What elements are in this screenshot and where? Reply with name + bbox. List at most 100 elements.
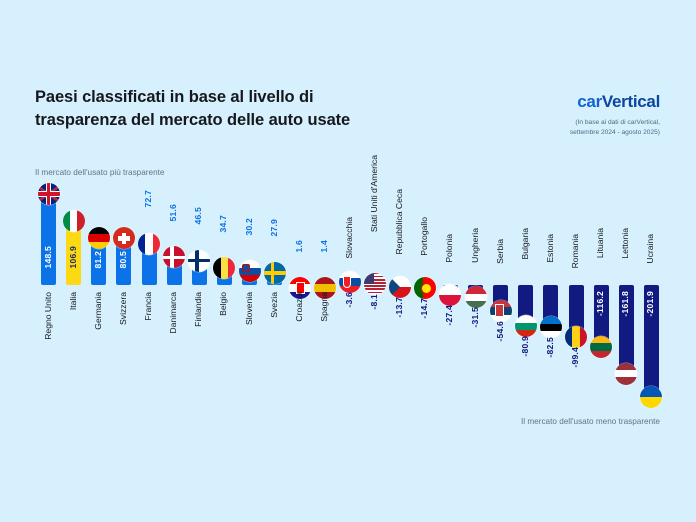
bar-column[interactable]: -80.9 Bulgaria [514, 182, 537, 404]
bar-column[interactable]: 1.6 Croazia [288, 182, 311, 404]
country-label: Svezia [268, 292, 279, 318]
flag-icon-estonia [539, 316, 562, 339]
flag-icon-svezia [263, 261, 286, 284]
logo-text-car: car [577, 92, 602, 111]
bar-column[interactable]: 51.6 Danimarca [163, 182, 186, 404]
country-label: Stati Uniti d'America [369, 155, 380, 233]
bar-column[interactable]: 34.7 Belgio [213, 182, 236, 404]
bar-column[interactable]: -13.7 Repubblica Ceca [389, 182, 412, 404]
bar-value-label: -13.7 [394, 297, 405, 318]
flag-icon-finlandia [188, 249, 211, 272]
bar-value-label: 34.7 [218, 214, 229, 233]
bar-value-label: 1.4 [318, 239, 329, 253]
bar[interactable] [618, 285, 634, 380]
country-label: Danimarca [168, 292, 179, 334]
country-label: Belgio [218, 292, 229, 316]
bar-value-label: 27.9 [268, 219, 279, 237]
bar[interactable] [41, 188, 57, 285]
bar-value-label: -14.7 [419, 297, 430, 319]
bar-value-label: 148.5 [42, 246, 53, 269]
bar-column[interactable]: 148.5 Regno Unito [37, 182, 60, 404]
bar-column[interactable]: 27.9 Svezia [263, 182, 286, 404]
bar-value-label: 1.6 [293, 239, 304, 253]
flag-icon-spagna [313, 277, 336, 299]
bar-column[interactable]: 1.4 Spagna [313, 182, 336, 404]
brand-block: carVertical (In base ai dati di carVerti… [460, 92, 660, 138]
bar-column[interactable]: -27.4 Polonia [439, 182, 462, 404]
country-label: Portogallo [419, 217, 430, 256]
bar-value-label: -27.4 [444, 305, 455, 326]
bar-value-label: 51.6 [168, 203, 179, 222]
country-label: Germania [92, 292, 103, 330]
caption-least-transparent: Il mercato dell'usato meno trasparente [520, 417, 660, 426]
flag-icon-repubblica-ceca [389, 276, 412, 298]
country-label: Bulgaria [519, 228, 530, 260]
country-label: Lettonia [620, 228, 631, 259]
bar-value-label: -201.9 [645, 291, 656, 317]
bar-column[interactable]: 106.9 Italia [62, 182, 85, 404]
country-label: Estonia [544, 233, 555, 263]
country-label: Romania [570, 233, 581, 269]
carvertical-logo: carVertical [460, 92, 660, 112]
country-label: Slovenia [243, 292, 254, 325]
flag-icon-bulgaria [514, 315, 537, 338]
bar-column[interactable]: -116.2 Lituania [590, 182, 613, 404]
flag-icon-belgio [213, 257, 236, 280]
bar-column[interactable]: -3.6 Slovacchia [339, 182, 361, 404]
brand-source-note: (In base ai dati di carVertical, settemb… [569, 119, 660, 137]
flag-icon-croazia [288, 277, 311, 299]
bar-value-label: 81.2 [92, 251, 103, 269]
bar[interactable] [66, 215, 82, 285]
country-label: Spagna [318, 292, 329, 322]
country-label: Repubblica Ceca [394, 189, 405, 255]
bar-column[interactable]: 80.5 Svizzera [112, 182, 135, 404]
country-label: Polonia [444, 233, 455, 263]
country-label: Serbia [494, 239, 505, 265]
bar-column[interactable]: 81.2 Germania [87, 182, 110, 404]
country-label: Regno Unito [42, 292, 53, 340]
bar-column[interactable]: -31.5 Ungheria [464, 182, 487, 404]
flag-icon-lituania [590, 335, 613, 358]
flag-icon-portogallo [414, 276, 437, 299]
country-label: Lituania [595, 228, 606, 259]
bar-value-label: 80.5 [117, 251, 128, 269]
logo-text-vertical: Vertical [601, 92, 660, 111]
flag-icon-stati-uniti-d-america [364, 272, 387, 295]
bar-value-label: -8.1 [369, 293, 380, 310]
bar-value-label: -54.6 [494, 320, 505, 342]
country-label: Ucraina [645, 233, 656, 264]
bar-value-label: 30.2 [243, 217, 254, 236]
bar-chart: 148.5 Regno Unito 106.9 Italia 81.2 Germania 8… [36, 155, 664, 408]
country-label: Croazia [293, 292, 304, 322]
country-label: Slovacchia [344, 217, 354, 259]
bar-column[interactable]: -161.8 Lettonia [615, 182, 638, 404]
page-title: Paesi classificati in base al livello di… [35, 88, 351, 129]
bar-column[interactable]: 46.5 Finlandia [188, 182, 211, 404]
flag-icon-slovacchia [339, 271, 361, 293]
bar-column[interactable]: -201.9 Ucraina [640, 182, 663, 408]
flag-icon-polonia [439, 284, 462, 306]
flag-icon-serbia [489, 299, 512, 322]
bar-value-label: -3.6 [344, 292, 354, 308]
bar-column[interactable]: -82.5 Estonia [539, 182, 562, 404]
bar[interactable] [643, 285, 659, 403]
bar-column[interactable]: -8.1 Stati Uniti d'America [364, 155, 387, 404]
flag-icon-ungheria [464, 286, 487, 309]
flag-icon-italia [62, 210, 85, 233]
country-label: Ungheria [469, 228, 480, 264]
bar-column[interactable]: -14.7 Portogallo [414, 182, 437, 404]
flag-icon-francia [138, 232, 161, 255]
country-label: Finlandia [193, 292, 204, 327]
caption-most-transparent: Il mercato dell'usato più trasparente [35, 168, 165, 177]
flag-icon-svizzera [112, 227, 135, 250]
bar-column[interactable]: 72.7 Francia [138, 182, 161, 404]
bar-column[interactable]: -99.4 Romania [565, 182, 588, 404]
bar-column[interactable]: -54.6 Serbia [489, 182, 512, 404]
bar-value-label: -116.2 [595, 291, 606, 317]
bar-value-label: -31.5 [469, 307, 480, 328]
bar-column[interactable]: 30.2 Slovenia [238, 182, 261, 404]
flag-icon-ucraina [640, 386, 663, 408]
bar-value-label: -161.8 [620, 291, 631, 317]
flag-icon-slovenia [238, 260, 261, 283]
bar-value-label: -80.9 [519, 336, 530, 357]
